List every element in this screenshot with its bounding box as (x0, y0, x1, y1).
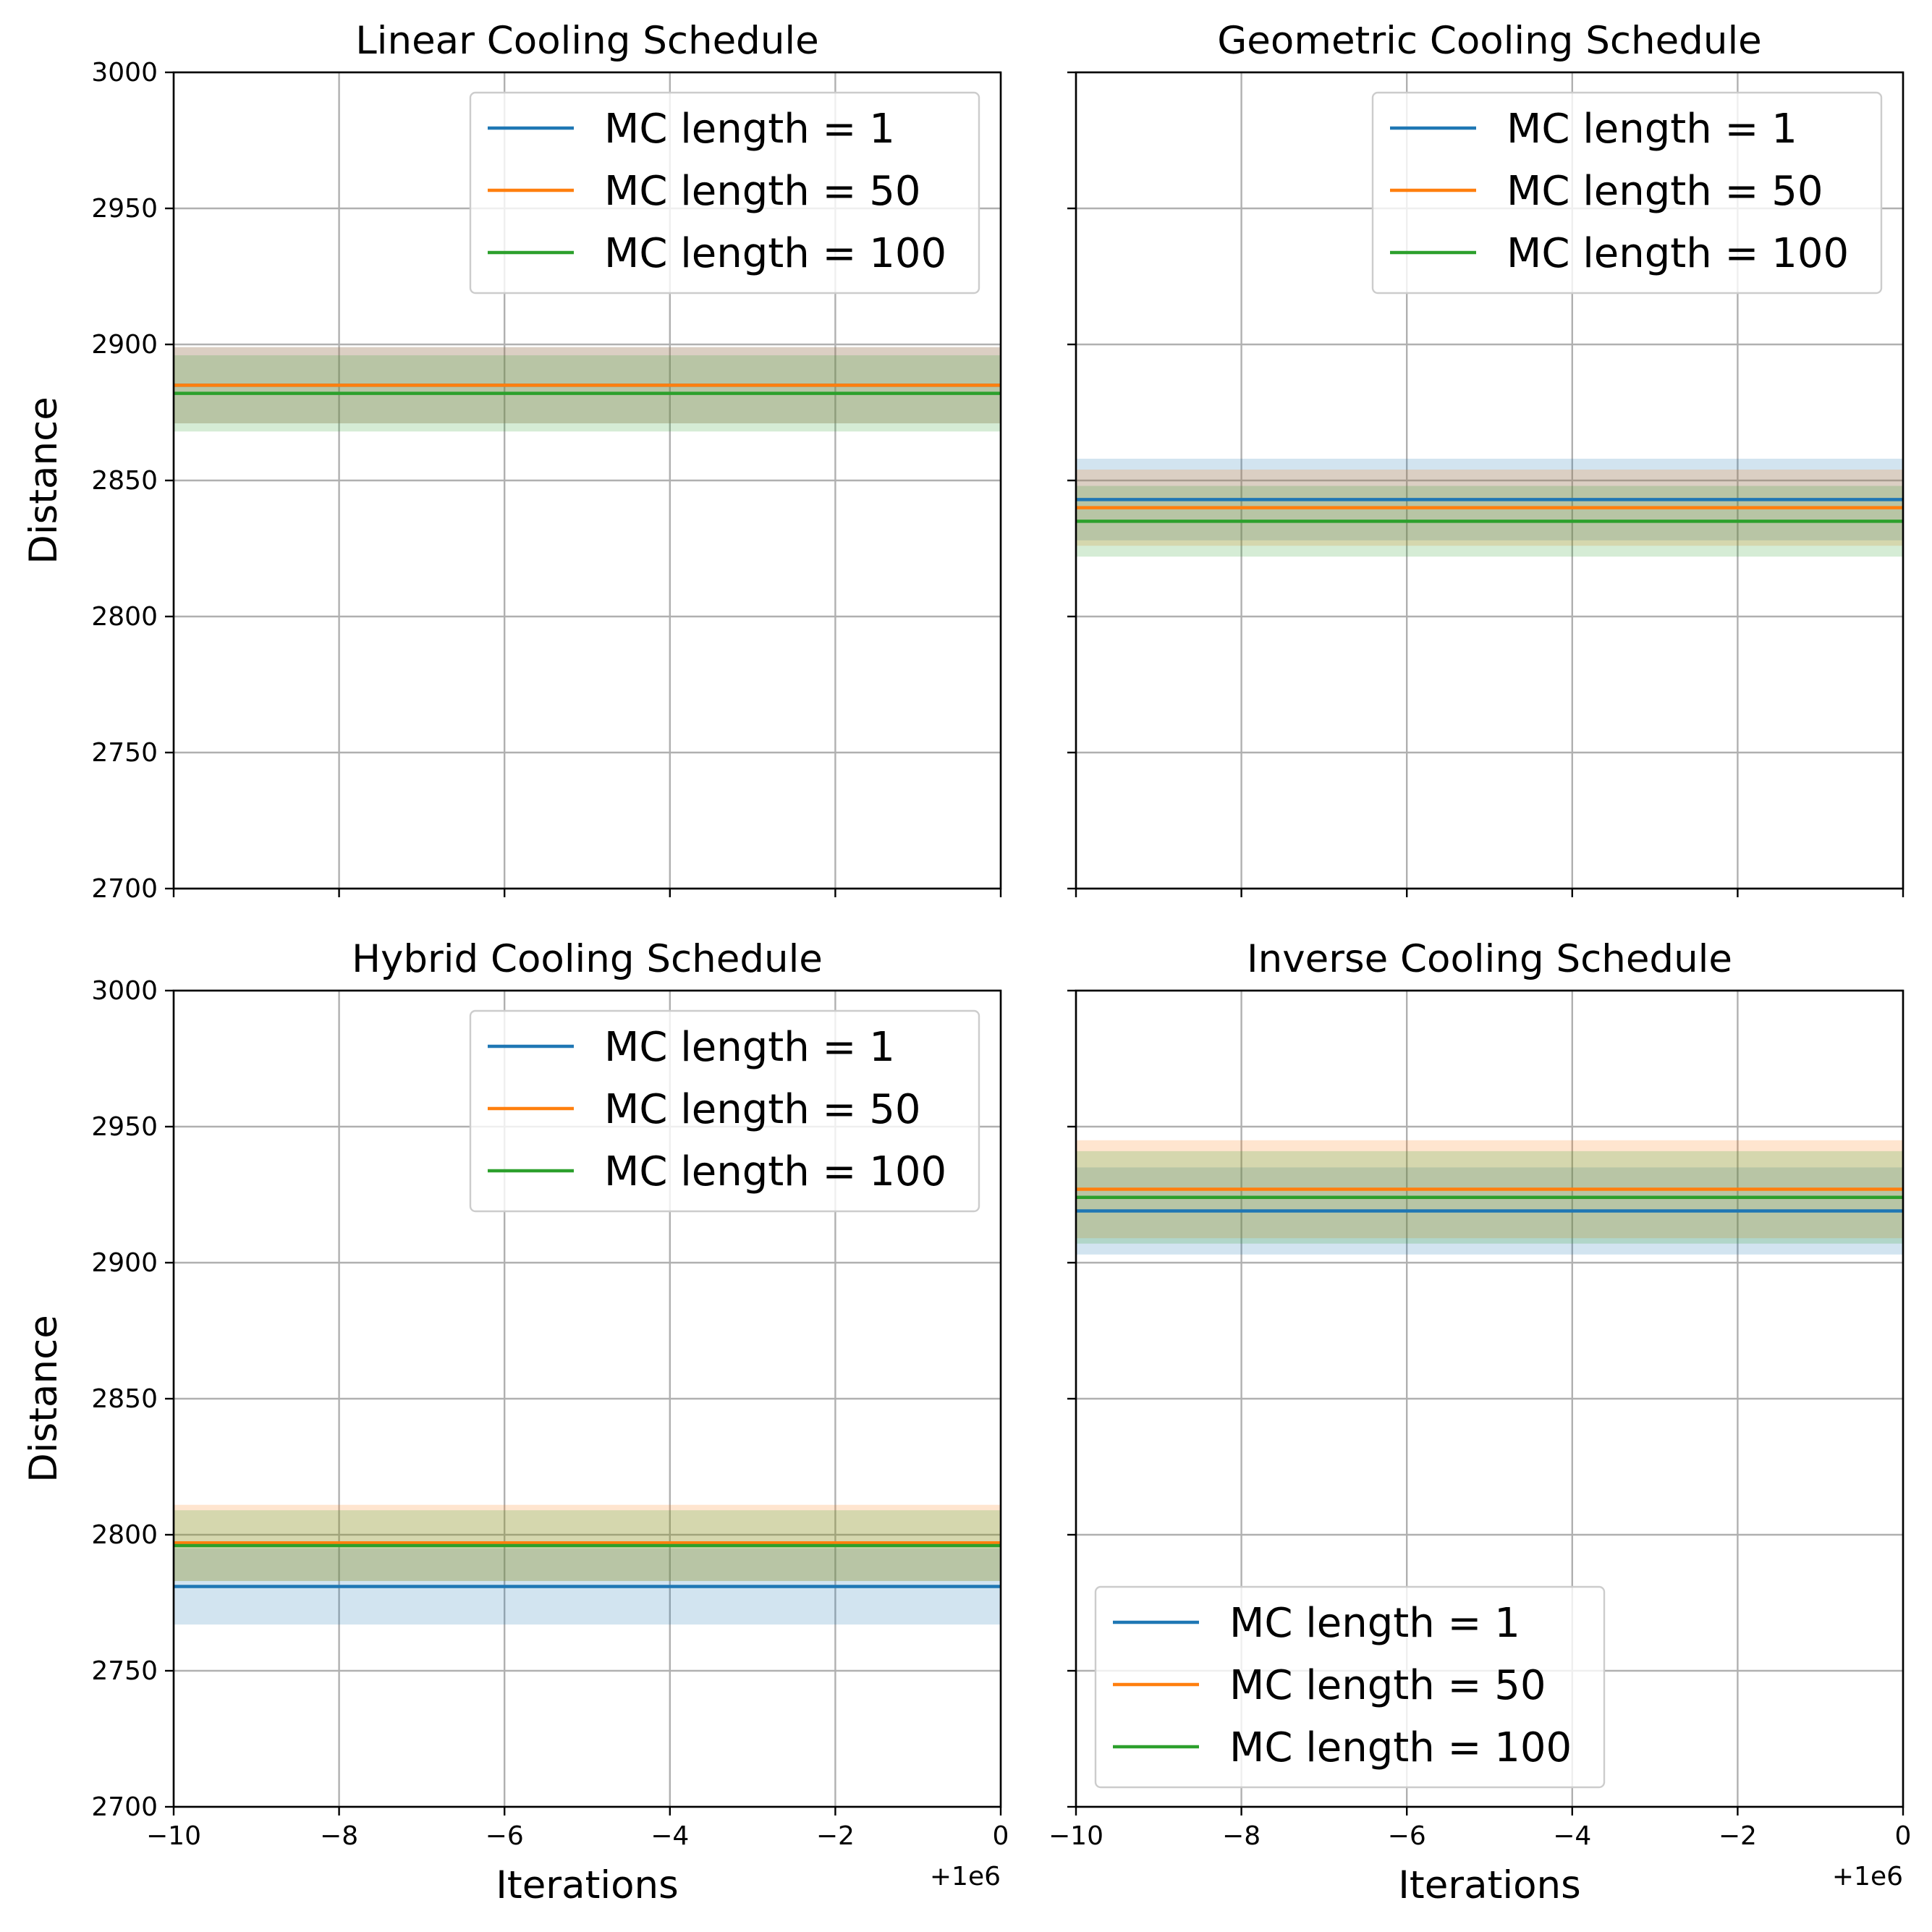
x-tick-label: −10 (1048, 1821, 1103, 1851)
legend-entry: MC length = 50 (604, 1086, 921, 1133)
legend: MC length = 1 MC length = 50 MC length = 1… (1371, 91, 1883, 295)
y-tick-label: 2850 (91, 1384, 158, 1414)
x-tick-label: −2 (1719, 1821, 1757, 1851)
y-tick-label: 2700 (91, 1792, 158, 1822)
legend: MC length = 1 MC length = 50 MC length = 1… (469, 1009, 980, 1213)
chart-panel-3: 2700 2750 2800 2850 2900 2950 3000 −10 −8 −6 −4 −2 0… (22, 937, 1009, 1907)
y-axis-label: Distance (22, 1315, 66, 1483)
legend-entry: MC length = 100 (1229, 1724, 1572, 1771)
x-tick-label: −2 (816, 1821, 855, 1851)
legend-entry: MC length = 50 (604, 168, 921, 215)
legend-entry: MC length = 1 (604, 106, 895, 153)
legend-entry: MC length = 1 (604, 1024, 895, 1071)
legend-entry: MC length = 100 (604, 230, 946, 277)
x-tick-label: −6 (486, 1821, 524, 1851)
y-tick-label: 2750 (91, 738, 158, 768)
x-tick-label: 0 (993, 1821, 1009, 1851)
legend-entry: MC length = 50 (1229, 1662, 1546, 1709)
x-tick-label: −8 (320, 1821, 358, 1851)
y-tick-label: 3000 (91, 58, 158, 88)
legend-entry: MC length = 50 (1507, 168, 1823, 215)
y-tick-label: 2900 (91, 1248, 158, 1278)
chart-panel-1: 2700 2750 2800 2850 2900 2950 3000 Linear Cooli… (22, 19, 1002, 904)
chart-title: Inverse Cooling Schedule (1247, 937, 1732, 981)
y-axis-label: Distance (22, 397, 66, 564)
y-tick-label: 3000 (91, 976, 158, 1006)
x-tick-label: 0 (1895, 1821, 1912, 1851)
y-tick-label: 2950 (91, 1112, 158, 1142)
x-tick-label: −8 (1222, 1821, 1261, 1851)
legend-box (469, 1009, 980, 1213)
chart-panel-4: −10 −8 −6 −4 −2 0 Inverse Cooling Schedule Iter… (1048, 937, 1911, 1907)
x-tick-label: −6 (1388, 1821, 1426, 1851)
legend-entry: MC length = 100 (604, 1148, 946, 1195)
legend-entry: MC length = 1 (1507, 106, 1797, 153)
y-tick-label: 2800 (91, 602, 158, 632)
x-offset-label: +1e6 (930, 1862, 1001, 1891)
x-offset-label: +1e6 (1832, 1862, 1903, 1891)
legend-entry: MC length = 1 (1229, 1600, 1520, 1647)
chart-title: Geometric Cooling Schedule (1217, 19, 1762, 63)
y-tick-label: 2950 (91, 194, 158, 224)
legend-box (469, 91, 980, 295)
x-tick-label: −4 (651, 1821, 689, 1851)
y-tick-label: 2700 (91, 874, 158, 904)
x-axis-label: Iterations (1398, 1863, 1580, 1907)
legend-box (1371, 91, 1883, 295)
y-tick-label: 2750 (91, 1656, 158, 1686)
legend-box (1094, 1585, 1606, 1789)
x-axis-label: Iterations (496, 1863, 678, 1907)
y-tick-label: 2850 (91, 466, 158, 496)
chart-title: Hybrid Cooling Schedule (352, 937, 823, 981)
y-tick-label: 2900 (91, 330, 158, 360)
x-tick-label: −4 (1553, 1821, 1591, 1851)
x-tick-label: −10 (146, 1821, 201, 1851)
legend: MC length = 1 MC length = 50 MC length = 1… (469, 91, 980, 295)
legend: MC length = 1 MC length = 50 MC length = 1… (1094, 1585, 1606, 1789)
legend-entry: MC length = 100 (1507, 230, 1849, 277)
y-tick-label: 2800 (91, 1520, 158, 1550)
chart-title: Linear Cooling Schedule (355, 19, 819, 63)
